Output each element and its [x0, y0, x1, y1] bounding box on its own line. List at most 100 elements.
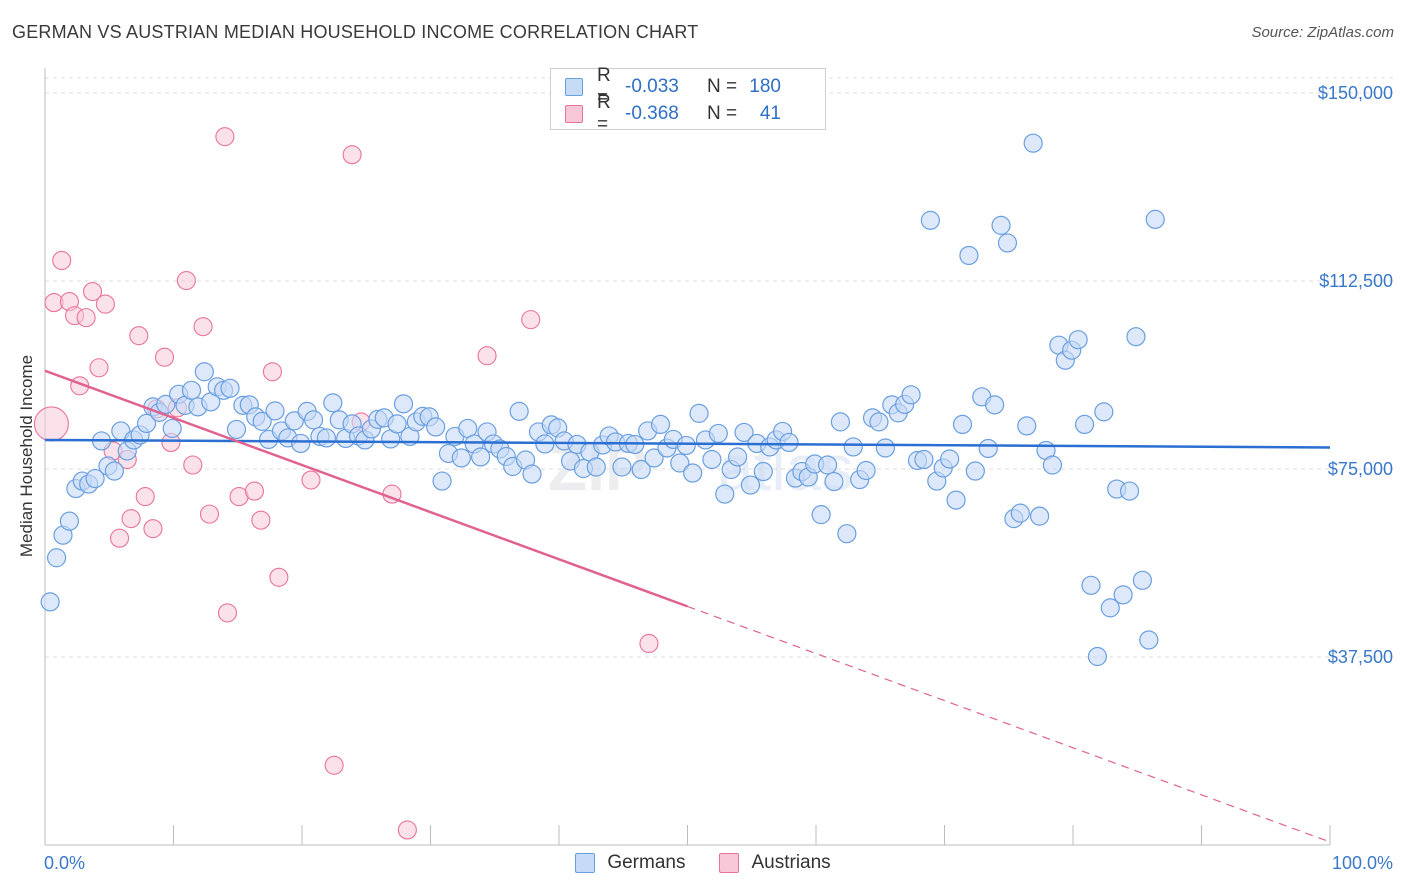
german-point	[869, 412, 889, 432]
german-point	[522, 464, 542, 484]
austrian-point	[109, 528, 130, 548]
german-point	[1081, 575, 1101, 595]
german-point	[959, 245, 979, 266]
germans-swatch	[575, 853, 596, 873]
german-point	[1087, 646, 1108, 667]
austrian-point	[183, 455, 203, 475]
german-point	[978, 438, 998, 459]
german-point	[644, 448, 664, 468]
austrian-point	[477, 346, 497, 366]
legend-label-austrians: Austrians	[751, 852, 831, 873]
german-point	[734, 422, 754, 443]
austrian-trend-extension	[687, 605, 1331, 843]
legend-label-germans: Germans	[607, 852, 686, 873]
german-point	[426, 417, 446, 437]
axes	[44, 68, 1331, 846]
german-point	[753, 461, 773, 482]
german-point	[181, 380, 202, 400]
german-point	[387, 414, 407, 434]
austrian-point	[193, 317, 213, 337]
austrian-point	[89, 358, 109, 378]
german-point	[509, 401, 529, 421]
r-value: -0.033	[625, 76, 679, 97]
german-point	[303, 410, 324, 430]
n-value: 180	[749, 76, 781, 97]
germans-swatch	[565, 78, 583, 96]
german-point	[715, 484, 735, 504]
german-point	[471, 447, 491, 467]
german-point	[965, 461, 985, 481]
german-point	[104, 461, 124, 481]
german-point	[1094, 402, 1114, 422]
german-point	[252, 411, 272, 431]
german-point	[432, 471, 452, 491]
austrian-points	[33, 127, 659, 840]
german-point	[226, 419, 247, 440]
austrian-point	[199, 504, 220, 524]
german-point	[40, 592, 60, 612]
y-tick-label: $75,000	[1328, 459, 1393, 479]
german-point	[316, 428, 337, 448]
austrian-point	[176, 270, 196, 291]
austrian-trend-line	[44, 369, 688, 608]
german-point	[1074, 414, 1095, 435]
austrian-point	[52, 250, 72, 271]
source-label: Source: ZipAtlas.com	[1251, 24, 1394, 41]
german-point	[920, 210, 940, 230]
n-label: N =	[707, 103, 738, 124]
german-point	[136, 413, 157, 434]
german-point	[728, 447, 748, 467]
austrian-point	[95, 294, 115, 314]
y-tick-label: $37,500	[1328, 647, 1393, 667]
german-point	[811, 505, 831, 525]
tick-labels: $37,500 $75,000 $112,500 $150,000 0.0% 100.0%	[44, 83, 1393, 873]
austrian-point	[76, 308, 96, 328]
german-point	[650, 414, 671, 435]
german-point	[393, 394, 414, 414]
german-point	[856, 460, 876, 481]
german-point	[1042, 455, 1063, 475]
german-point	[586, 457, 606, 477]
german-point	[162, 418, 182, 439]
german-point	[451, 448, 471, 468]
german-point	[740, 475, 761, 495]
austrians-swatch	[565, 105, 583, 123]
german-point	[824, 471, 844, 492]
german-points	[40, 133, 1165, 667]
y-tick-label: $112,500	[1319, 271, 1393, 291]
german-point	[85, 468, 105, 489]
trend-lines	[44, 369, 1331, 843]
german-point	[1139, 630, 1159, 650]
german-point	[1029, 506, 1050, 526]
german-point	[837, 524, 857, 544]
n-value: 41	[759, 103, 781, 124]
german-point	[265, 401, 285, 421]
german-point	[817, 455, 838, 475]
german-point	[940, 449, 960, 469]
austrian-point	[135, 487, 155, 507]
correlation-legend: R = -0.033 N = 180 R = -0.368 N = 41	[550, 65, 826, 135]
x-tick-label: 100.0%	[1332, 853, 1393, 873]
german-point	[708, 423, 728, 444]
german-point	[946, 490, 966, 510]
german-point	[220, 378, 240, 398]
austrian-point	[129, 326, 149, 346]
german-point	[612, 457, 632, 477]
german-point	[1126, 327, 1146, 347]
german-point	[291, 433, 311, 454]
austrian-point	[82, 282, 103, 302]
austrian-point	[217, 603, 238, 623]
legend-row-germans: R = -0.033 N = 180	[565, 65, 781, 108]
german-point	[1017, 416, 1037, 436]
n-label: N =	[707, 76, 738, 97]
german-point	[952, 414, 973, 435]
legend-item-germans[interactable]: Germans	[575, 852, 685, 874]
r-label: R =	[597, 92, 611, 135]
german-point	[991, 215, 1011, 235]
y-tick-label: $150,000	[1318, 83, 1393, 103]
legend-item-austrians[interactable]: Austrians	[719, 852, 831, 874]
austrian-point	[215, 127, 235, 147]
austrian-point	[342, 145, 362, 165]
german-point	[843, 437, 863, 457]
